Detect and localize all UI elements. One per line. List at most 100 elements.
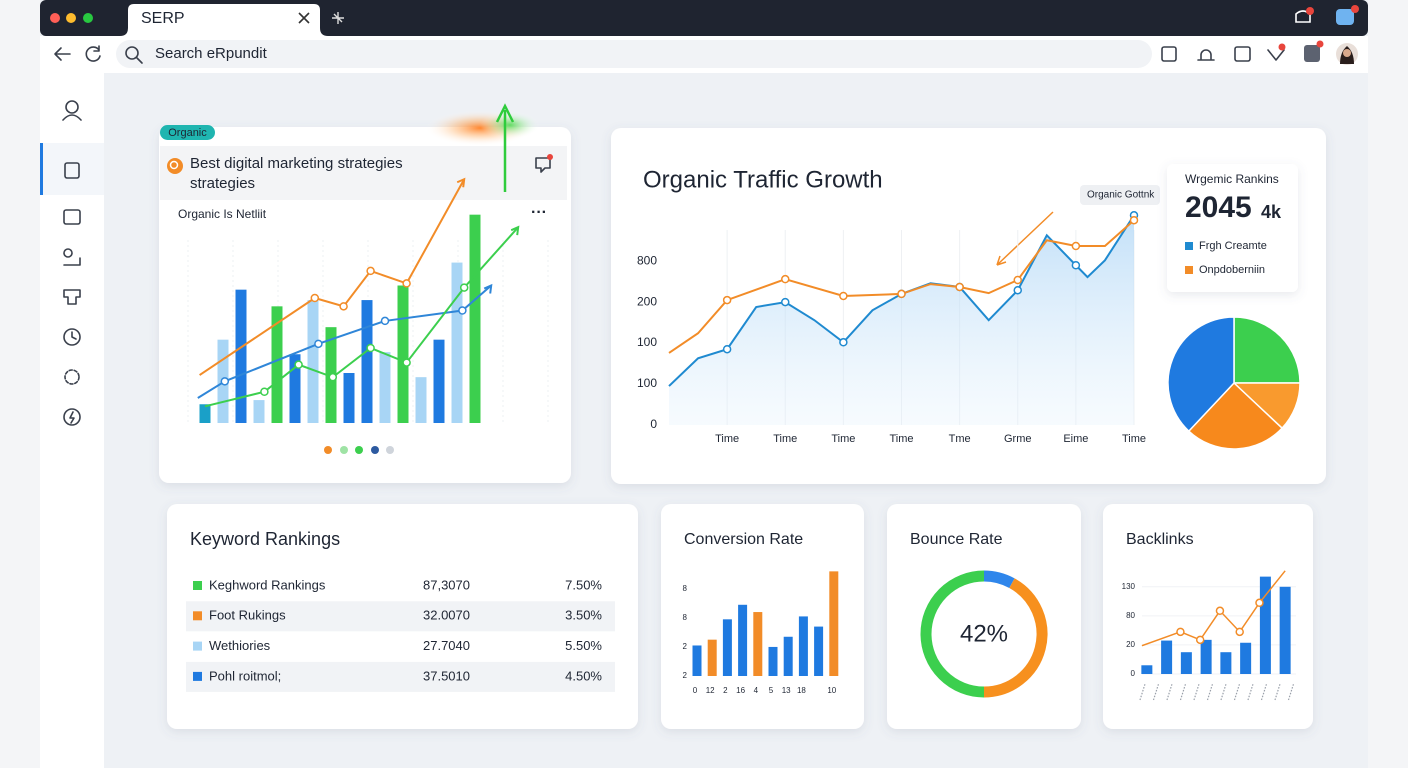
line-area — [669, 215, 1134, 425]
bar — [397, 285, 409, 423]
x-tick-label: Grme — [1004, 433, 1032, 445]
bar — [814, 626, 824, 676]
search-box[interactable] — [116, 40, 1152, 68]
badge-dot — [1351, 5, 1359, 13]
x-tick-label: 5 — [769, 686, 774, 695]
bar — [199, 404, 211, 423]
y-tick-label: 130 — [1122, 582, 1136, 591]
line-marker — [402, 358, 411, 367]
badge-dot — [1306, 7, 1314, 15]
info-icon[interactable] — [63, 408, 81, 426]
toolbar-icon[interactable] — [1161, 46, 1177, 62]
reload-button[interactable] — [85, 45, 101, 62]
y-tick-label: 2 — [683, 642, 688, 651]
bar — [783, 636, 793, 676]
x-tick-label: Time — [773, 433, 797, 445]
min-dot[interactable] — [66, 13, 76, 23]
donut-segment — [920, 570, 985, 698]
row-value: 37.5010 — [423, 668, 470, 683]
x-tick-label: 18 — [797, 686, 806, 695]
y-tick-label: 20 — [1126, 640, 1135, 649]
bar — [738, 604, 748, 676]
tab[interactable] — [120, 4, 328, 36]
y-tick-label: 100 — [637, 335, 657, 349]
carousel-dot[interactable] — [355, 446, 363, 454]
annotation: Organic Gottnk — [1087, 190, 1155, 201]
y-tick-label: 100 — [637, 376, 657, 390]
row-label: Wethiories — [209, 638, 271, 653]
donut-segment — [983, 578, 1048, 698]
carousel-dot[interactable] — [340, 446, 348, 454]
bar — [307, 300, 319, 423]
back-button[interactable] — [54, 47, 71, 61]
x-tick-label: Time — [715, 433, 739, 445]
line-marker — [294, 360, 303, 369]
line-marker — [380, 316, 390, 326]
row-label: Keghword Rankings — [209, 577, 326, 592]
row-percent: 5.50% — [565, 638, 602, 653]
card-title: Backlinks — [1126, 531, 1194, 548]
legend-card — [1167, 164, 1298, 292]
bar — [433, 339, 445, 423]
carousel-dot[interactable] — [386, 446, 394, 454]
row-swatch — [193, 611, 202, 621]
max-dot[interactable] — [83, 13, 93, 23]
close-dot[interactable] — [50, 13, 60, 23]
x-tick-label: 13 — [782, 686, 791, 695]
doc-icon[interactable] — [64, 162, 80, 179]
more-menu[interactable]: ··· — [531, 204, 547, 221]
toolbar-icon[interactable] — [1267, 49, 1285, 61]
row-bg — [186, 661, 615, 692]
bar — [1220, 652, 1232, 674]
pie-slice — [1233, 316, 1301, 384]
badge-text: Organic — [168, 127, 207, 139]
headline: Best digital marketing strategies — [190, 155, 403, 172]
x-tick-label: 10 — [827, 686, 836, 695]
tab-close[interactable] — [298, 12, 310, 24]
row-label: Pohl roitmol; — [209, 668, 281, 683]
card-icon[interactable] — [63, 209, 81, 225]
toolbar-icon[interactable] — [1304, 45, 1320, 62]
line-marker — [1071, 261, 1081, 270]
bar — [1200, 639, 1212, 674]
arrow-head — [510, 225, 520, 236]
chat-icon[interactable] — [1336, 9, 1354, 25]
shirt-icon[interactable] — [63, 289, 81, 305]
badge-dot — [1278, 43, 1286, 51]
line-marker — [459, 283, 469, 292]
arrow-head — [456, 177, 466, 188]
x-tick-label: Tme — [949, 433, 971, 445]
line-marker — [366, 266, 375, 276]
bar — [1141, 665, 1153, 674]
bar — [415, 377, 427, 423]
settings-icon[interactable] — [64, 369, 80, 385]
bar — [798, 616, 808, 676]
clock-icon[interactable] — [63, 328, 81, 346]
bar — [343, 373, 355, 423]
toolbar-icon[interactable] — [1197, 49, 1215, 61]
toolbar-icon[interactable] — [1234, 46, 1251, 62]
bar — [451, 262, 463, 423]
line-marker — [1215, 606, 1225, 616]
people-icon[interactable] — [63, 248, 73, 258]
search-text: Search eRpundit — [155, 45, 268, 62]
carousel-dot[interactable] — [324, 446, 332, 454]
y-tick-label: 8 — [683, 613, 688, 622]
y-tick-label: 800 — [637, 253, 657, 267]
carousel-dot[interactable] — [371, 446, 379, 454]
line-marker — [781, 274, 790, 284]
card-title: Keyword Rankings — [190, 529, 340, 549]
bar — [829, 571, 839, 676]
line-marker — [1176, 627, 1185, 637]
legend-title: Wrgemic Rankins — [1185, 172, 1279, 186]
user-icon[interactable] — [65, 100, 79, 114]
legend-label: Onpdoberniin — [1199, 264, 1265, 276]
y-tick-label: 2 — [683, 671, 688, 680]
new-tab[interactable] — [332, 12, 344, 24]
line-marker — [310, 293, 320, 303]
card-title: Conversion Rate — [684, 531, 803, 548]
y-tick-label: 200 — [637, 294, 657, 308]
line-marker — [722, 295, 732, 305]
row-swatch — [193, 641, 202, 651]
bar — [1279, 586, 1291, 674]
